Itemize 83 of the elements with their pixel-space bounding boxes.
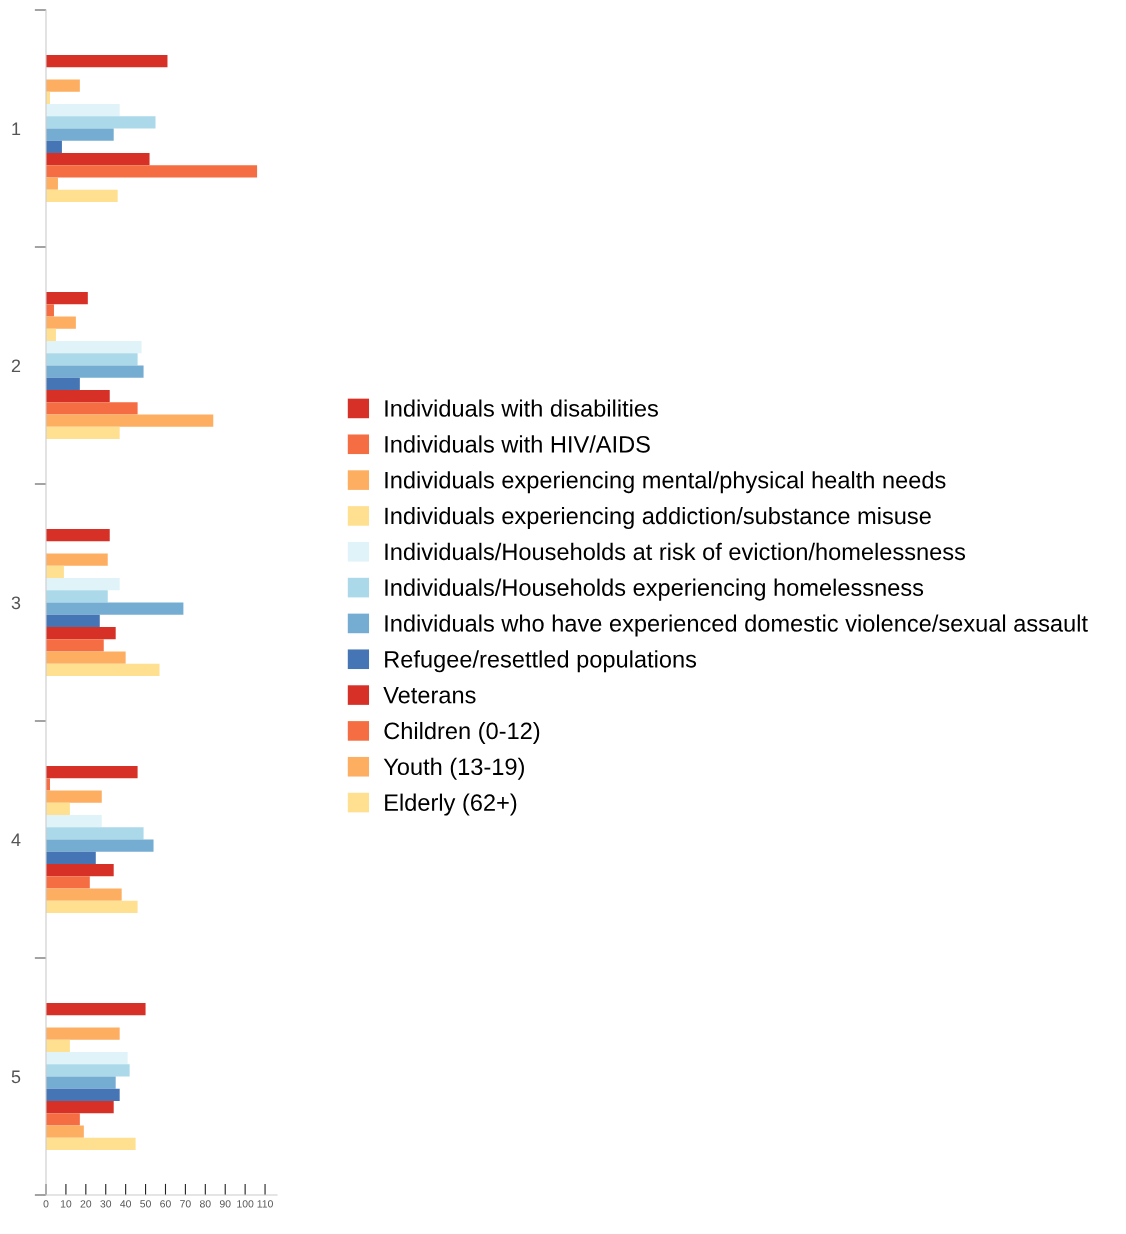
legend-label: Youth (13-19) (383, 757, 524, 780)
bar (46, 639, 104, 652)
y-tick-label: 3 (11, 596, 21, 610)
legend-label: Individuals experiencing addiction/substance misuse (385, 506, 931, 529)
bar (46, 177, 58, 190)
bar (46, 1137, 136, 1150)
bar (46, 802, 70, 816)
y-tick-label: 4 (11, 833, 21, 847)
bar (46, 815, 102, 828)
bar (46, 292, 88, 305)
bar (46, 116, 156, 129)
bar (46, 529, 110, 542)
bar (46, 1100, 114, 1114)
bar (46, 1125, 84, 1138)
bar (46, 790, 102, 803)
bar (46, 851, 96, 864)
bar (46, 651, 126, 664)
bar (46, 766, 138, 779)
bar (46, 1052, 128, 1065)
bar (46, 152, 150, 166)
bar (46, 79, 80, 92)
bar (46, 888, 122, 901)
x-tick-label: 0 (43, 1200, 49, 1208)
y-tick-label: 2 (11, 359, 21, 373)
x-tick-label: 10 (60, 1200, 72, 1208)
bar (46, 1027, 120, 1040)
x-tick-label: 80 (199, 1200, 211, 1208)
legend-label: Individuals/Households experiencing homelessness (385, 578, 924, 601)
bar (46, 553, 108, 566)
x-tick-label: 40 (120, 1200, 132, 1208)
bar (46, 316, 76, 329)
x-tick-label: 70 (180, 1200, 191, 1208)
bar (46, 827, 144, 840)
legend-label: Individuals with HIV/AIDS (385, 435, 650, 453)
legend-label: Children (0-12) (384, 721, 540, 744)
bar (46, 863, 114, 877)
bar (46, 402, 138, 415)
bar (46, 104, 120, 117)
bar (46, 590, 108, 603)
bar (46, 578, 120, 591)
bar (46, 128, 114, 141)
bar (46, 55, 168, 68)
bar (46, 614, 100, 627)
bar (46, 1113, 80, 1126)
bar (46, 426, 120, 439)
legend-label: Elderly (62+) (385, 793, 517, 816)
x-tick-label: 30 (100, 1200, 112, 1208)
bar (46, 353, 138, 366)
bar (46, 377, 80, 390)
legend-label: Refugee/resettled populations (385, 650, 697, 673)
bar (46, 341, 142, 354)
bar (46, 1064, 130, 1077)
legend-label: Individuals experiencing mental/physical health needs (385, 471, 946, 494)
legend-label: Individuals/Households at risk of eviction/homelessness (385, 542, 966, 561)
bar (46, 1003, 146, 1016)
bar (46, 165, 258, 178)
x-tick-label: 50 (140, 1200, 151, 1208)
x-tick-label: 110 (257, 1200, 273, 1208)
x-tick-label: 100 (237, 1200, 254, 1208)
bar (46, 189, 118, 202)
bar (46, 876, 90, 889)
x-tick-label: 90 (219, 1200, 231, 1208)
y-tick-label: 5 (11, 1070, 21, 1084)
bar (46, 140, 62, 153)
bar (46, 602, 184, 615)
bar (46, 663, 160, 676)
bar (46, 304, 54, 317)
bar (46, 839, 154, 852)
bar (46, 365, 144, 378)
bar (46, 565, 64, 579)
y-tick-label: 1 (12, 122, 21, 136)
bar (46, 900, 138, 913)
bar (46, 1088, 120, 1101)
x-tick-label: 20 (80, 1200, 92, 1208)
legend-label: Individuals who have experienced domestic violence/sexual assault (385, 614, 1088, 637)
bar (46, 389, 110, 403)
bar (46, 1076, 116, 1089)
bar (46, 414, 214, 427)
bar (46, 1039, 70, 1053)
x-tick-label: 60 (160, 1200, 171, 1208)
bar (46, 626, 116, 640)
legend-label: Individuals with disabilities (385, 399, 658, 417)
legend-label: Veterans (383, 686, 476, 704)
